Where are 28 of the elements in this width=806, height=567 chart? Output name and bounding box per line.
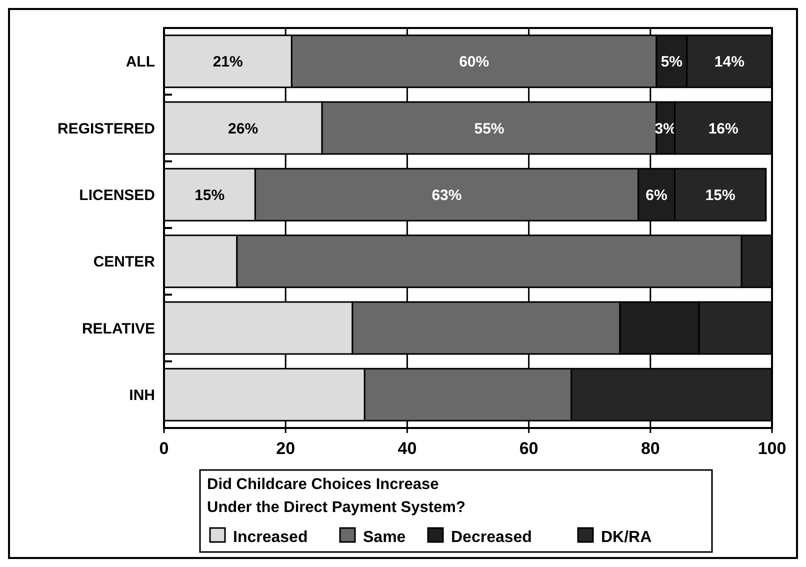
data-label: 21% — [212, 54, 243, 71]
x-tick-label: 40 — [398, 439, 417, 458]
data-label: 5% — [660, 54, 683, 71]
legend-label: Increased — [233, 529, 308, 546]
data-label: 6% — [646, 186, 668, 204]
x-tick-label: 20 — [276, 439, 296, 458]
legend-label: DK/RA — [601, 529, 652, 546]
data-label: 16% — [708, 120, 738, 138]
data-label: 14% — [714, 54, 744, 71]
data-label: 55% — [474, 120, 504, 138]
y-tick-label: ALL — [126, 54, 155, 71]
y-tick-label: INH — [129, 386, 155, 404]
y-tick-label: RELATIVE — [82, 320, 155, 338]
legend-label: Same — [363, 529, 406, 546]
legend-label: Decreased — [451, 529, 532, 546]
x-tick-label: 60 — [519, 439, 538, 458]
data-label: 63% — [432, 186, 462, 204]
data-label: 15% — [705, 186, 736, 204]
data-label: 60% — [459, 54, 490, 71]
y-tick-label: CENTER — [93, 254, 156, 271]
x-tick-label: 0 — [159, 439, 169, 458]
y-tick-label: LICENSED — [79, 186, 156, 204]
data-label: 15% — [194, 186, 225, 204]
data-label: 26% — [228, 120, 258, 138]
x-tick-label: 100 — [758, 439, 786, 458]
legend-title: Did Childcare Choices Increase Under the Direct Payment System? — [207, 476, 466, 516]
x-tick-label: 80 — [640, 439, 660, 458]
y-tick-label: REGISTERED — [57, 120, 156, 138]
